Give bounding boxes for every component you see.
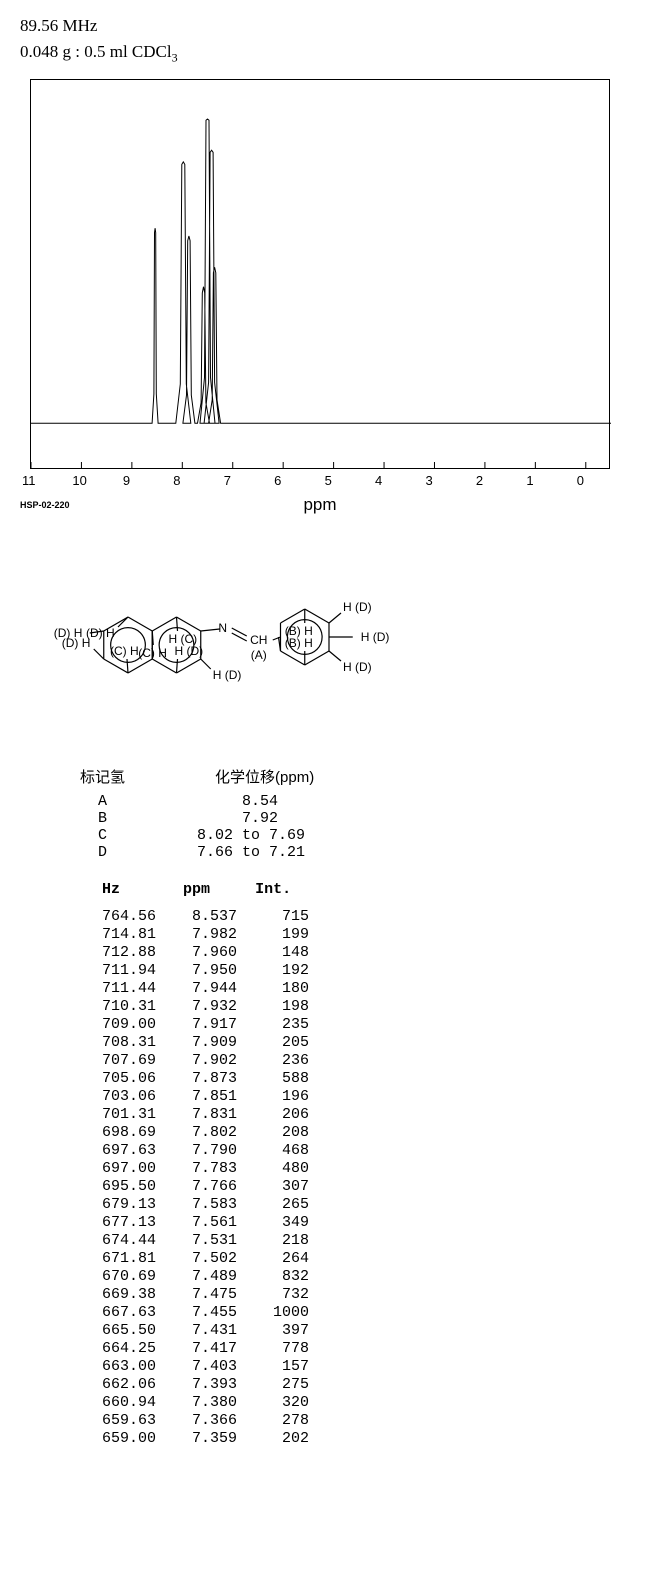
x-tick-label: 9: [123, 473, 130, 488]
peak-row: 659.63 7.366 278: [102, 1412, 632, 1430]
x-tick-label: 8: [173, 473, 180, 488]
svg-text:(B) H: (B) H: [285, 636, 313, 650]
peak-row: 705.06 7.873 588: [102, 1070, 632, 1088]
peak-row: 764.56 8.537 715: [102, 908, 632, 926]
peak-row: 669.38 7.475 732: [102, 1286, 632, 1304]
molecule-diagram: NCH(A)(D) H(C) H(D) H(D) HH (D)H (C)H (D…: [38, 545, 632, 750]
peak-row: 703.06 7.851 196: [102, 1088, 632, 1106]
shift-row: C 8.02 to 7.69: [80, 827, 632, 844]
nmr-spectrum-plot: [30, 79, 610, 469]
svg-text:(D) H: (D) H: [54, 626, 83, 640]
peak-row: 663.00 7.403 157: [102, 1358, 632, 1376]
svg-text:(D) H: (D) H: [86, 626, 115, 640]
x-tick-label: 1: [526, 473, 533, 488]
x-tick-label: 11: [22, 473, 36, 488]
svg-text:H (C): H (C): [168, 632, 197, 646]
svg-text:(C) H: (C) H: [138, 646, 167, 660]
peak-row: 701.31 7.831 206: [102, 1106, 632, 1124]
shift-header-right: 化学位移(ppm): [215, 769, 314, 786]
peak-row: 665.50 7.431 397: [102, 1322, 632, 1340]
peak-row: 670.69 7.489 832: [102, 1268, 632, 1286]
peak-table-body: 764.56 8.537 715714.81 7.982 199712.88 7…: [20, 908, 632, 1448]
x-tick-label: 4: [375, 473, 382, 488]
shift-row: B 7.92: [80, 810, 632, 827]
x-tick-label: 7: [224, 473, 231, 488]
x-tick-label: 10: [72, 473, 86, 488]
peak-row: 697.63 7.790 468: [102, 1142, 632, 1160]
peak-row: 710.31 7.932 198: [102, 998, 632, 1016]
peak-row: 671.81 7.502 264: [102, 1250, 632, 1268]
x-axis-ticks: 11109876543210: [20, 469, 620, 489]
peak-row: 677.13 7.561 349: [102, 1214, 632, 1232]
peak-row: 674.44 7.531 218: [102, 1232, 632, 1250]
svg-text:(B) H: (B) H: [285, 624, 313, 638]
sample-text: 0.048 g : 0.5 ml CDCl3: [20, 42, 632, 65]
peak-row: 707.69 7.902 236: [102, 1052, 632, 1070]
peak-row: 711.44 7.944 180: [102, 980, 632, 998]
peak-row: 659.00 7.359 202: [102, 1430, 632, 1448]
svg-text:CH: CH: [250, 633, 267, 647]
svg-text:H (D): H (D): [174, 644, 203, 658]
peak-row: 664.25 7.417 778: [102, 1340, 632, 1358]
svg-text:H (D): H (D): [213, 668, 242, 682]
spectrum-svg: [31, 80, 611, 470]
peak-table-header: Hz ppm Int.: [102, 881, 632, 898]
x-tick-label: 3: [425, 473, 432, 488]
x-tick-label: 2: [476, 473, 483, 488]
peak-row: 662.06 7.393 275: [102, 1376, 632, 1394]
molecule-svg: NCH(A)(D) H(C) H(D) H(D) HH (D)H (C)H (D…: [38, 545, 508, 745]
svg-text:N: N: [218, 621, 227, 635]
shift-row: A 8.54: [80, 793, 632, 810]
shift-row: D 7.66 to 7.21: [80, 844, 632, 861]
sample-main: 0.048 g : 0.5 ml CDCl: [20, 42, 172, 61]
peak-row: 660.94 7.380 320: [102, 1394, 632, 1412]
svg-text:(C) H: (C) H: [110, 644, 139, 658]
ppm-axis-label: ppm: [218, 495, 422, 515]
svg-text:H (D): H (D): [343, 600, 372, 614]
col-ppm: ppm: [183, 881, 210, 898]
x-tick-label: 0: [577, 473, 584, 488]
col-hz: Hz: [102, 881, 120, 898]
peak-row: 697.00 7.783 480: [102, 1160, 632, 1178]
peak-row: 711.94 7.950 192: [102, 962, 632, 980]
col-int: Int.: [255, 881, 291, 898]
peak-row: 695.50 7.766 307: [102, 1178, 632, 1196]
svg-text:H (D): H (D): [343, 660, 372, 674]
hsp-label: HSP-02-220: [20, 500, 218, 510]
svg-text:(A): (A): [251, 648, 267, 662]
shift-table-header: 标记氢 化学位移(ppm): [80, 766, 632, 787]
peak-row: 708.31 7.909 205: [102, 1034, 632, 1052]
sample-sub: 3: [172, 50, 178, 64]
shift-table-body: A 8.54 B 7.92 C 8.02 to 7.69 D 7.66 to 7…: [20, 793, 632, 861]
peak-row: 709.00 7.917 235: [102, 1016, 632, 1034]
freq-text: 89.56 MHz: [20, 16, 632, 36]
svg-text:H (D): H (D): [361, 630, 390, 644]
shift-header-left: 标记氢: [80, 769, 125, 786]
x-tick-label: 6: [274, 473, 281, 488]
peak-row: 679.13 7.583 265: [102, 1196, 632, 1214]
x-tick-label: 5: [325, 473, 332, 488]
peak-row: 698.69 7.802 208: [102, 1124, 632, 1142]
peak-row: 712.88 7.960 148: [102, 944, 632, 962]
peak-row: 714.81 7.982 199: [102, 926, 632, 944]
peak-row: 667.63 7.455 1000: [102, 1304, 632, 1322]
